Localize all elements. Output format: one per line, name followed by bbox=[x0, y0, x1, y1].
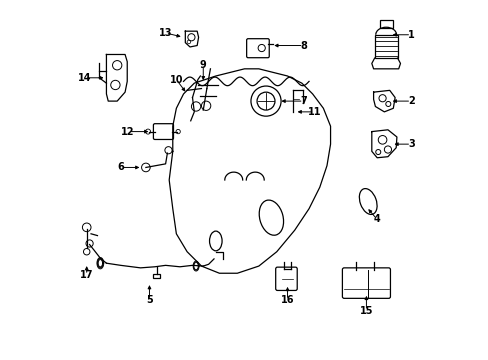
Text: 6: 6 bbox=[117, 162, 124, 172]
Text: 8: 8 bbox=[300, 41, 306, 50]
Text: 17: 17 bbox=[80, 270, 93, 280]
Text: 3: 3 bbox=[407, 139, 414, 149]
Text: 14: 14 bbox=[78, 73, 91, 83]
Text: 4: 4 bbox=[373, 215, 380, 224]
Text: 2: 2 bbox=[407, 96, 414, 106]
Text: 9: 9 bbox=[200, 60, 206, 70]
Text: 5: 5 bbox=[146, 295, 153, 305]
Text: 11: 11 bbox=[307, 107, 321, 117]
Text: 15: 15 bbox=[359, 306, 372, 316]
Text: 7: 7 bbox=[300, 96, 306, 106]
Text: 10: 10 bbox=[169, 75, 183, 85]
Text: 12: 12 bbox=[121, 127, 134, 136]
Text: 13: 13 bbox=[159, 28, 172, 38]
Text: 1: 1 bbox=[407, 30, 414, 40]
Text: 16: 16 bbox=[280, 295, 294, 305]
